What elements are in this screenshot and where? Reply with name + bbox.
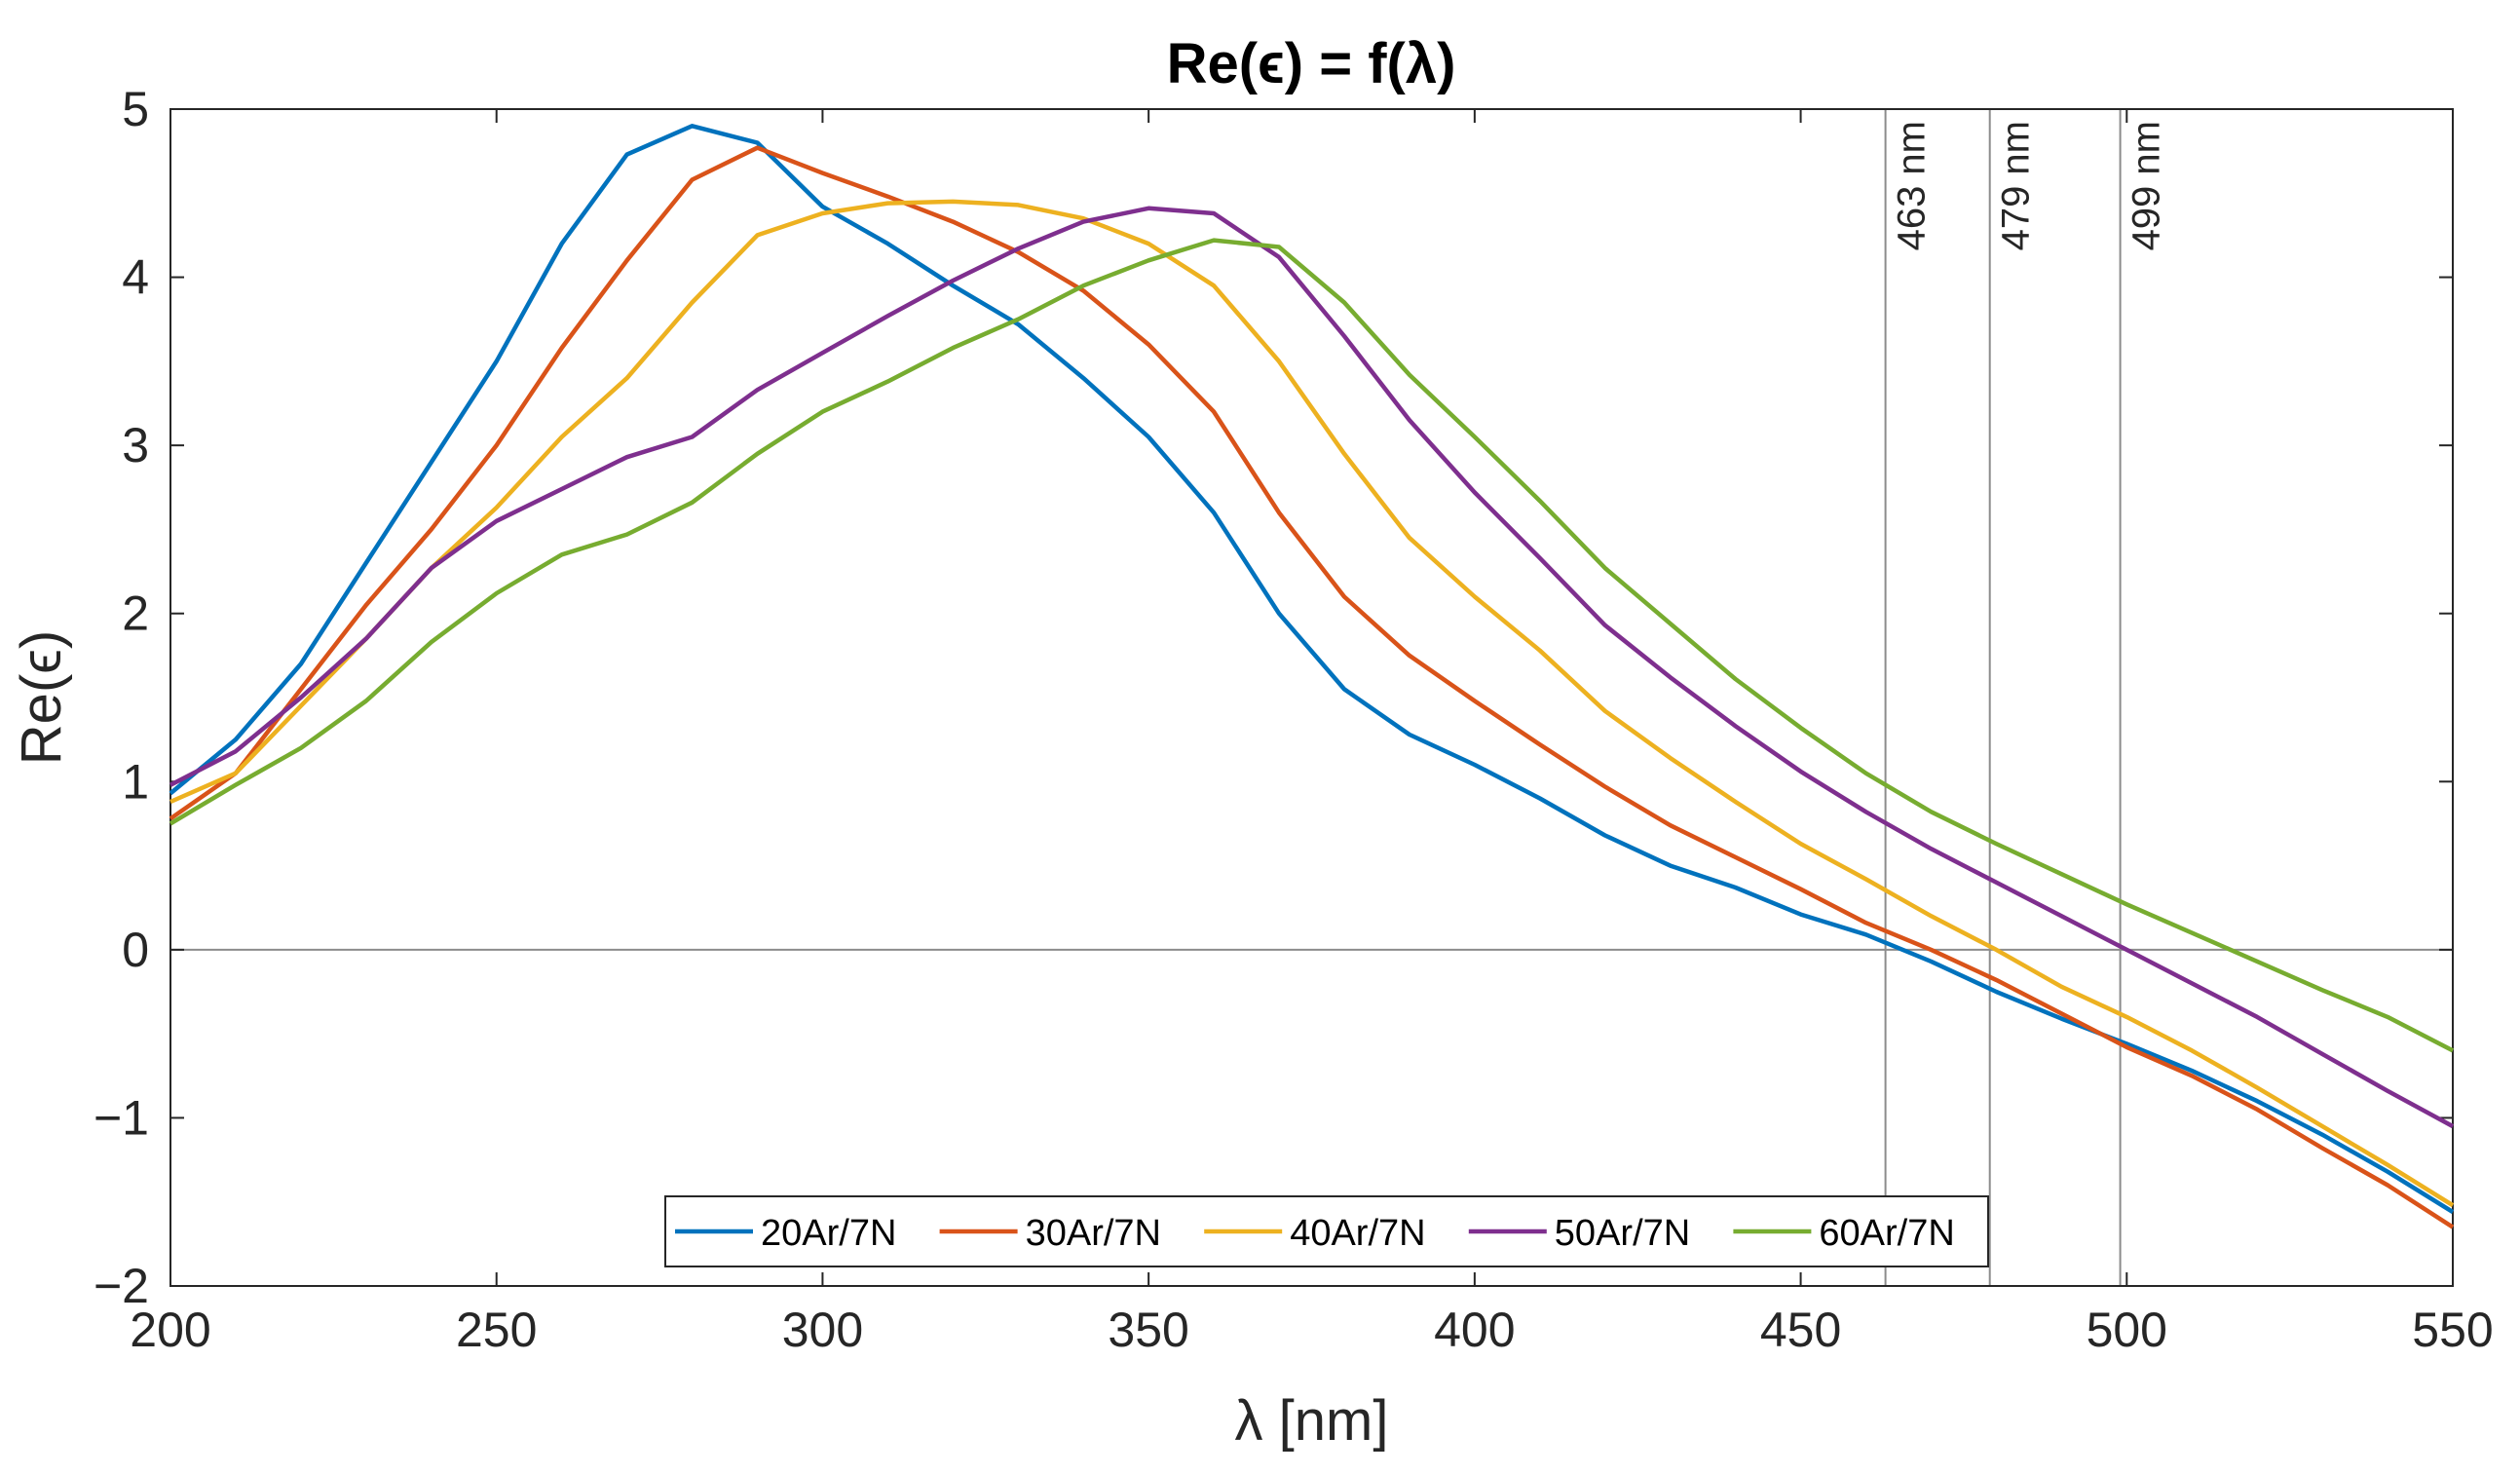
x-tick-label: 200: [130, 1303, 210, 1357]
x-tick-label: 300: [782, 1303, 863, 1357]
y-tick-label: 4: [122, 250, 149, 305]
vertical-marker-label: 479 nm: [1995, 121, 2038, 250]
x-tick-label: 250: [456, 1303, 537, 1357]
y-tick-label: 2: [122, 586, 149, 641]
y-tick-label: 0: [122, 923, 149, 977]
vertical-line-labels: 463 nm 479 nm 499 nm: [1891, 121, 2168, 250]
y-tick-label: 3: [122, 418, 149, 472]
series-group: [169, 124, 2455, 1229]
x-axis-label: λ [nm]: [1235, 1389, 1389, 1453]
y-tick-label: −1: [94, 1090, 149, 1145]
y-tick-label: 1: [122, 754, 149, 809]
axis-ticks: 200 250 300 350 400 450 500 550 −2 −1 0 1 2 3 4 5: [94, 82, 2494, 1357]
legend-label: 60Ar/7N: [1819, 1213, 1954, 1254]
series-line-20Ar-7N: [169, 124, 2455, 1215]
vertical-marker-label: 463 nm: [1891, 121, 1934, 250]
y-tick-label: 5: [122, 82, 149, 136]
series-line-30Ar-7N: [169, 145, 2455, 1229]
series-line-50Ar-7N: [169, 206, 2455, 1129]
legend-label: 20Ar/7N: [761, 1213, 896, 1254]
legend-label: 40Ar/7N: [1290, 1213, 1425, 1254]
series-line-60Ar-7N: [169, 238, 2455, 1053]
vertical-marker-label: 499 nm: [2125, 121, 2168, 250]
x-tick-label: 350: [1108, 1303, 1188, 1357]
series-line-40Ar-7N: [169, 199, 2455, 1208]
x-tick-label: 550: [2412, 1303, 2493, 1357]
y-tick-label: −2: [94, 1259, 149, 1313]
x-tick-label: 450: [1760, 1303, 1841, 1357]
chart-title: Re(ϵ) = f(λ): [1167, 32, 1456, 95]
legend-label: 30Ar/7N: [1026, 1213, 1161, 1254]
legend-label: 50Ar/7N: [1555, 1213, 1690, 1254]
y-axis-label: Re(ϵ): [10, 630, 73, 765]
legend: 20Ar/7N 30Ar/7N 40Ar/7N 50Ar/7N 60Ar/7N: [664, 1195, 1989, 1267]
plot-lines: [170, 109, 2453, 1286]
plot-frame: [169, 108, 2454, 1287]
x-tick-label: 400: [1434, 1303, 1515, 1357]
x-tick-label: 500: [2087, 1303, 2167, 1357]
